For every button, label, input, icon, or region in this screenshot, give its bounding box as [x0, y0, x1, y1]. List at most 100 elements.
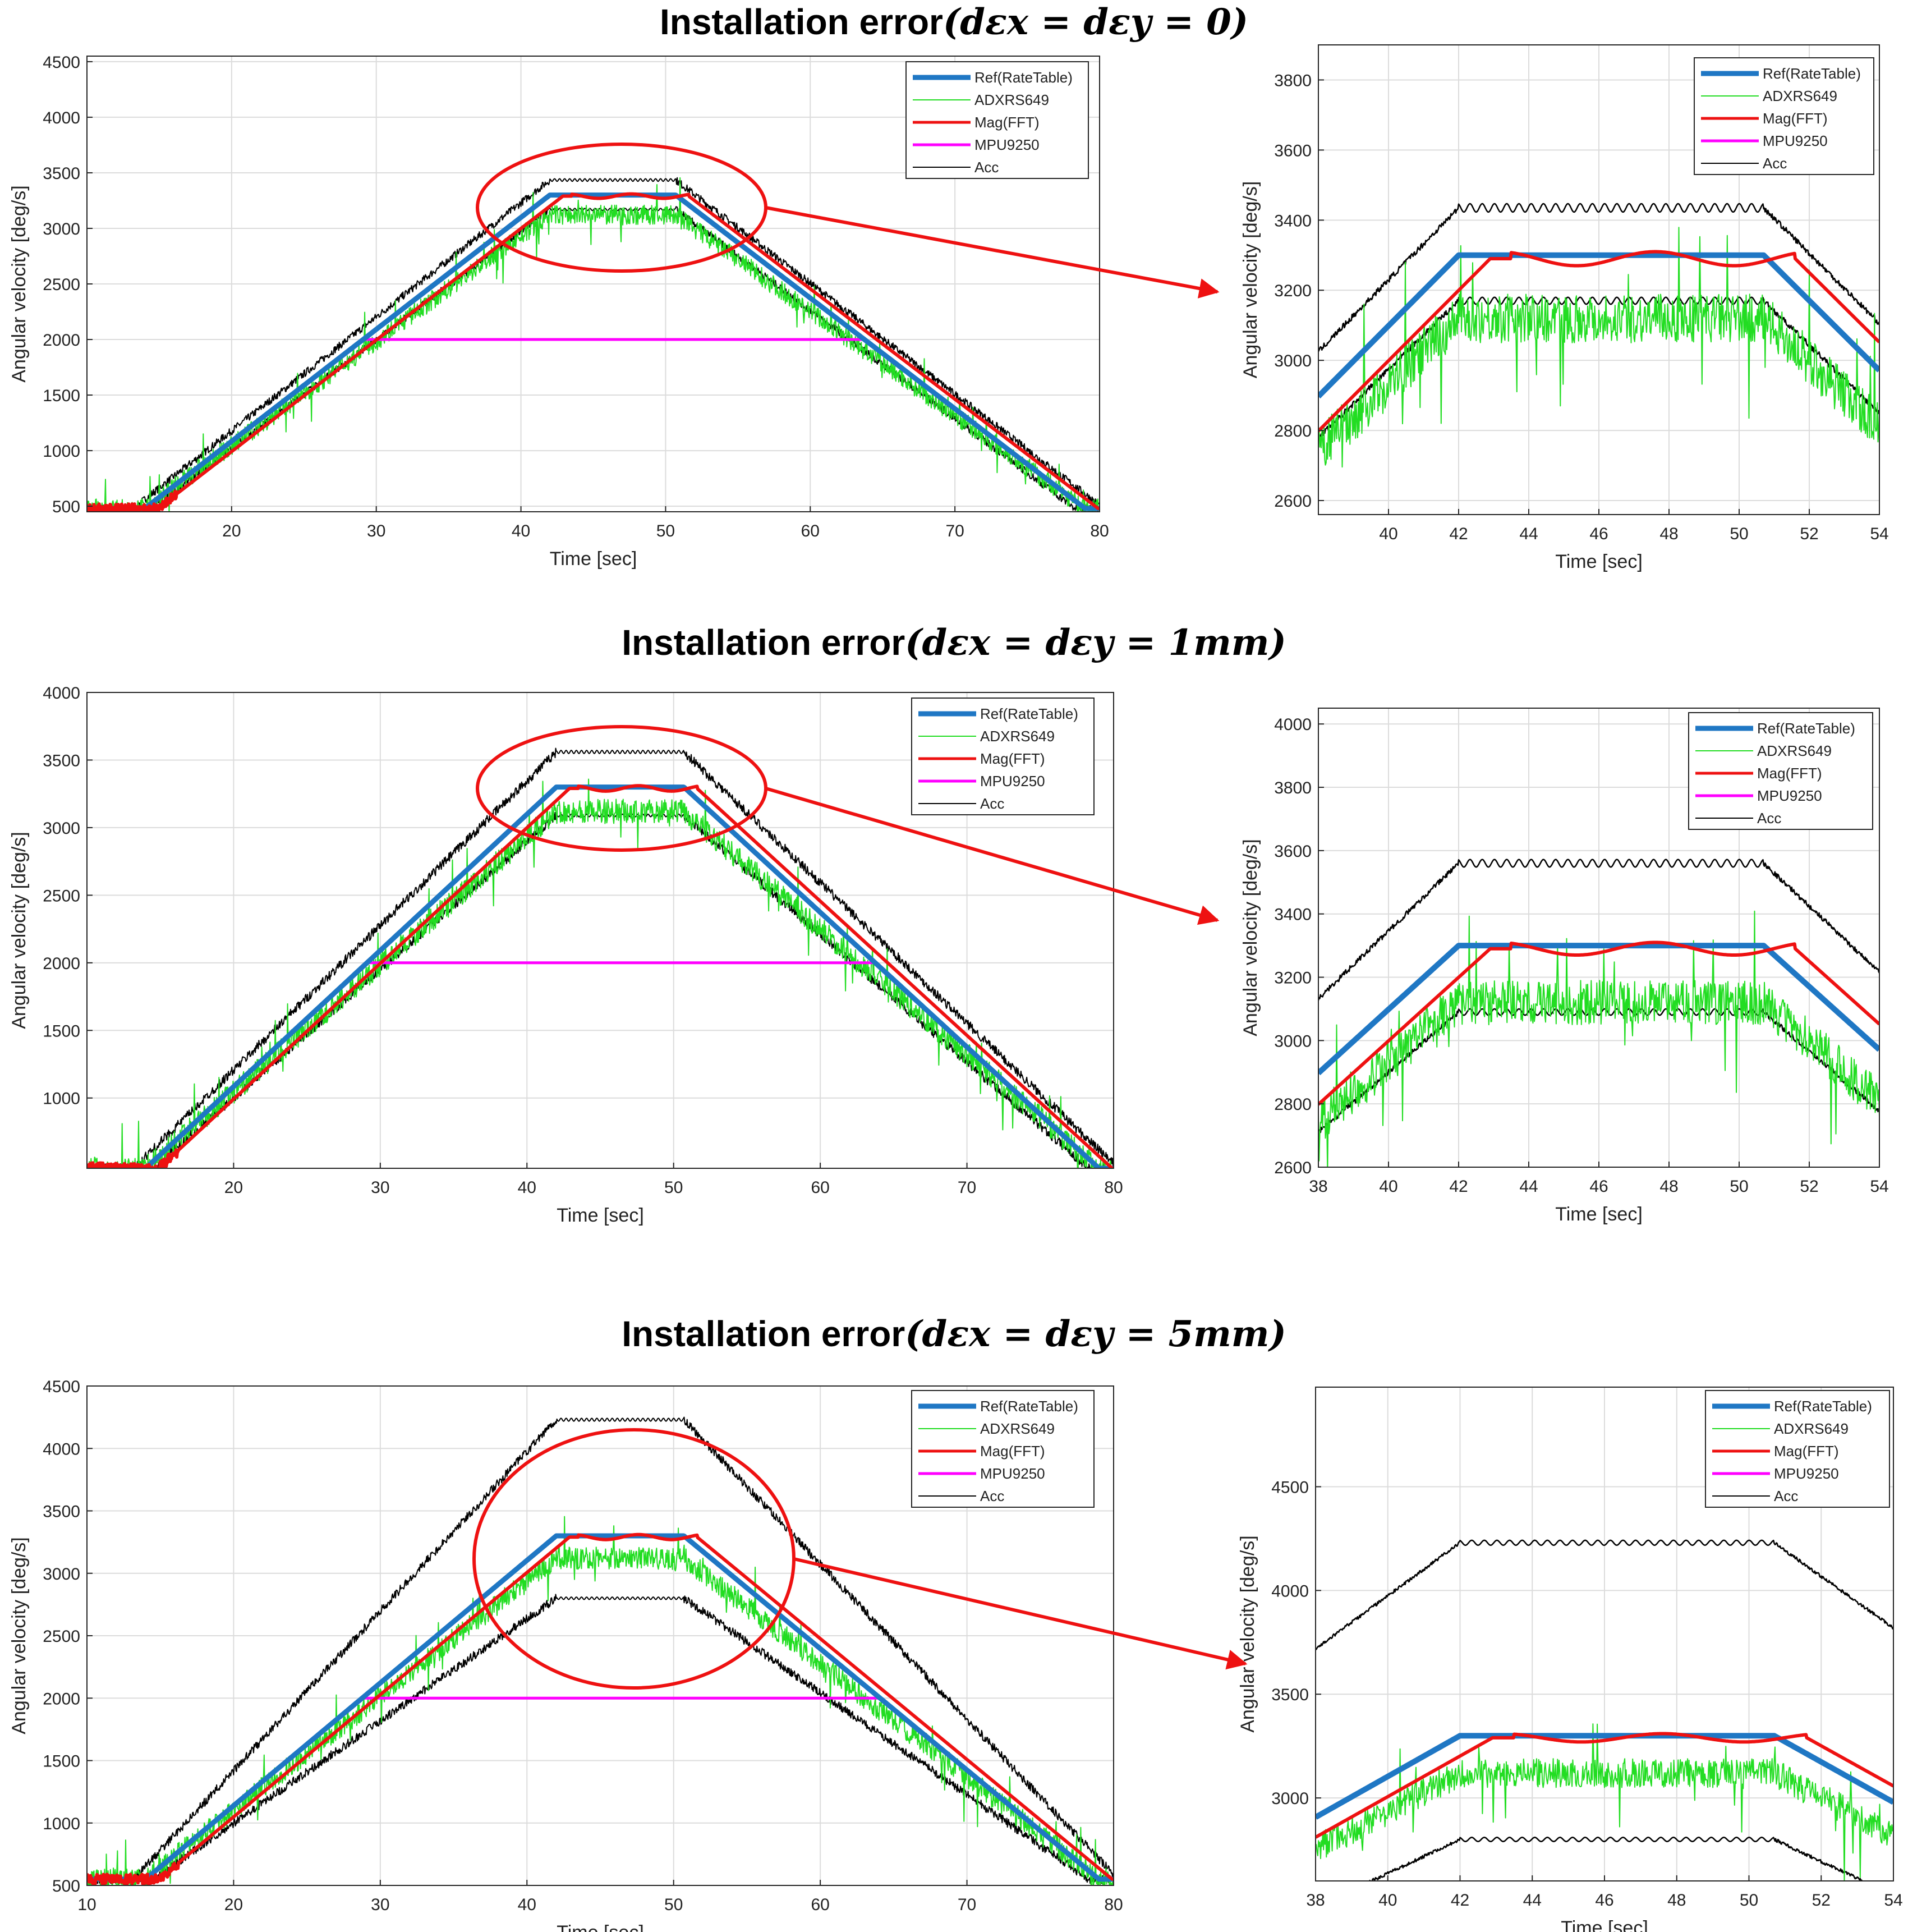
series-line-acc-upper	[1318, 203, 1879, 352]
x-tick-label: 54	[1884, 1891, 1902, 1910]
x-tick-label: 50	[1730, 1177, 1748, 1196]
y-axis-label: Angular velocity [deg/s]	[8, 832, 30, 1029]
legend-label: Mag(FFT)	[980, 1443, 1045, 1460]
legend-box	[905, 61, 1089, 179]
y-axis-label: Angular velocity [deg/s]	[1237, 1535, 1258, 1733]
y-tick-label: 2500	[43, 1627, 80, 1646]
legend-label: Mag(FFT)	[974, 114, 1040, 131]
legend-label: Ref(RateTable)	[1763, 65, 1861, 82]
chart-row3-zoom: 38 40 42 44 46 48 50 52 54 3000 3500 4000 4500 Time […	[1237, 1387, 1903, 1932]
legend-label: MPU9250	[1763, 132, 1828, 149]
y-tick-label: 500	[52, 498, 80, 516]
plot-frame	[86, 692, 1114, 1169]
y-axis-label: Angular velocity [deg/s]	[1240, 181, 1261, 379]
y-tick-label: 3000	[43, 1565, 80, 1584]
chart-row1-full: 20 30 40 50 60 70 80 500 1000 1500 2000 2500 3000 350…	[8, 53, 1109, 570]
series-line-adxrs649	[1318, 910, 1879, 1167]
y-tick-label: 1000	[43, 1090, 80, 1108]
x-tick-label: 80	[1104, 1178, 1123, 1197]
figure-title-2: Installation error(dεx = dεy = 1mm)	[0, 622, 1908, 664]
x-tick-label: 10	[77, 1896, 96, 1914]
x-tick-label: 48	[1667, 1891, 1686, 1910]
y-tick-label: 3000	[1271, 1789, 1309, 1808]
series-line-ref	[1318, 252, 1879, 399]
y-axis-label: Angular velocity [deg/s]	[1240, 839, 1261, 1036]
y-tick-label: 4000	[43, 684, 80, 703]
series-line-mag-fft	[1318, 940, 1879, 1106]
x-tick-label: 60	[801, 522, 820, 540]
title-math: (dεx = dεy = 0)	[942, 1, 1249, 43]
y-tick-label: 2600	[1274, 1159, 1312, 1177]
y-tick-label: 1500	[43, 1752, 80, 1771]
legend-label: Acc	[974, 159, 999, 176]
y-tick-label: 3000	[43, 819, 80, 838]
x-tick-label: 50	[664, 1896, 683, 1914]
legend-label: Ref(RateTable)	[980, 1398, 1078, 1415]
x-tick-label: 40	[518, 1896, 536, 1914]
y-tick-label: 2800	[1274, 422, 1312, 440]
chart-row2-full: 20 30 40 50 60 70 80 1000 1500 2000 2500 3000 3500 40…	[8, 684, 1123, 1226]
x-tick-label: 46	[1595, 1891, 1613, 1910]
x-tick-label: 30	[367, 522, 385, 540]
x-tick-label: 48	[1659, 525, 1678, 543]
x-tick-label: 54	[1870, 525, 1888, 543]
series-line-acc-upper	[87, 1416, 1114, 1884]
legend-box	[1694, 57, 1874, 175]
x-axis-label: Time [sec]	[557, 1922, 644, 1932]
y-tick-label: 4500	[1271, 1478, 1309, 1497]
legend-box	[911, 1390, 1095, 1508]
y-axis-label: Angular velocity [deg/s]	[8, 1537, 30, 1734]
y-tick-label: 2500	[43, 276, 80, 294]
y-tick-label: 2000	[43, 331, 80, 350]
legend-label: ADXRS649	[974, 91, 1049, 108]
legend-label: MPU9250	[1757, 787, 1822, 804]
chart-row3-full: 10 20 30 40 50 60 70 80 500 1000 1500 2000 2500 3000 3…	[8, 1378, 1123, 1932]
x-axis-label: Time [sec]	[1555, 1204, 1643, 1225]
y-tick-label: 3000	[43, 220, 80, 238]
legend-label: Ref(RateTable)	[1757, 720, 1855, 737]
legend-label: Acc	[1774, 1488, 1798, 1504]
y-tick-label: 4000	[43, 1440, 80, 1458]
x-axis-label: Time [sec]	[1555, 551, 1643, 572]
x-tick-label: 70	[945, 522, 964, 540]
legend-label: Ref(RateTable)	[980, 705, 1078, 722]
legend-label: ADXRS649	[1757, 742, 1832, 759]
y-tick-label: 3200	[1274, 282, 1312, 300]
legend-label: Ref(RateTable)	[974, 69, 1073, 86]
y-axis-label: Angular velocity [deg/s]	[8, 185, 30, 383]
y-tick-label: 4000	[1274, 715, 1312, 734]
x-tick-label: 30	[371, 1178, 389, 1197]
x-tick-label: 52	[1800, 525, 1818, 543]
x-tick-label: 38	[1306, 1891, 1325, 1910]
y-tick-label: 4000	[43, 109, 80, 127]
x-tick-label: 44	[1523, 1891, 1542, 1910]
series-line-acc-lower	[1369, 1837, 1868, 1881]
series-group	[1318, 203, 1879, 468]
title-text: Installation error	[659, 2, 943, 42]
legend-label: Mag(FFT)	[980, 750, 1045, 767]
legend-label: Acc	[980, 795, 1004, 812]
legend-label: ADXRS649	[980, 728, 1055, 745]
legend-label: Mag(FFT)	[1763, 110, 1828, 127]
title-math: (dεx = dεy = 1mm)	[905, 622, 1286, 664]
y-tick-label: 3000	[1274, 1032, 1312, 1050]
legend-label: MPU9250	[1774, 1465, 1839, 1482]
legend-label: ADXRS649	[980, 1420, 1055, 1437]
x-tick-label: 42	[1449, 1177, 1468, 1196]
series-group	[1316, 1539, 1893, 1881]
x-tick-label: 50	[664, 1178, 683, 1197]
y-tick-label: 2000	[43, 954, 80, 973]
y-tick-label: 4000	[1271, 1582, 1309, 1600]
y-tick-label: 3800	[1274, 779, 1312, 797]
y-tick-label: 1500	[43, 387, 80, 405]
series-line-mag-fft	[1316, 1732, 1893, 1839]
y-tick-label: 3200	[1274, 969, 1312, 988]
x-tick-label: 42	[1451, 1891, 1469, 1910]
figure-title-3: Installation error(dεx = dεy = 5mm)	[0, 1313, 1908, 1355]
y-tick-label: 3600	[1274, 842, 1312, 861]
y-tick-label: 3500	[43, 1503, 80, 1521]
series-line-mag-fft	[1318, 250, 1879, 433]
x-tick-label: 80	[1104, 1896, 1123, 1914]
legend-box	[1688, 712, 1873, 830]
x-tick-label: 40	[518, 1178, 536, 1197]
